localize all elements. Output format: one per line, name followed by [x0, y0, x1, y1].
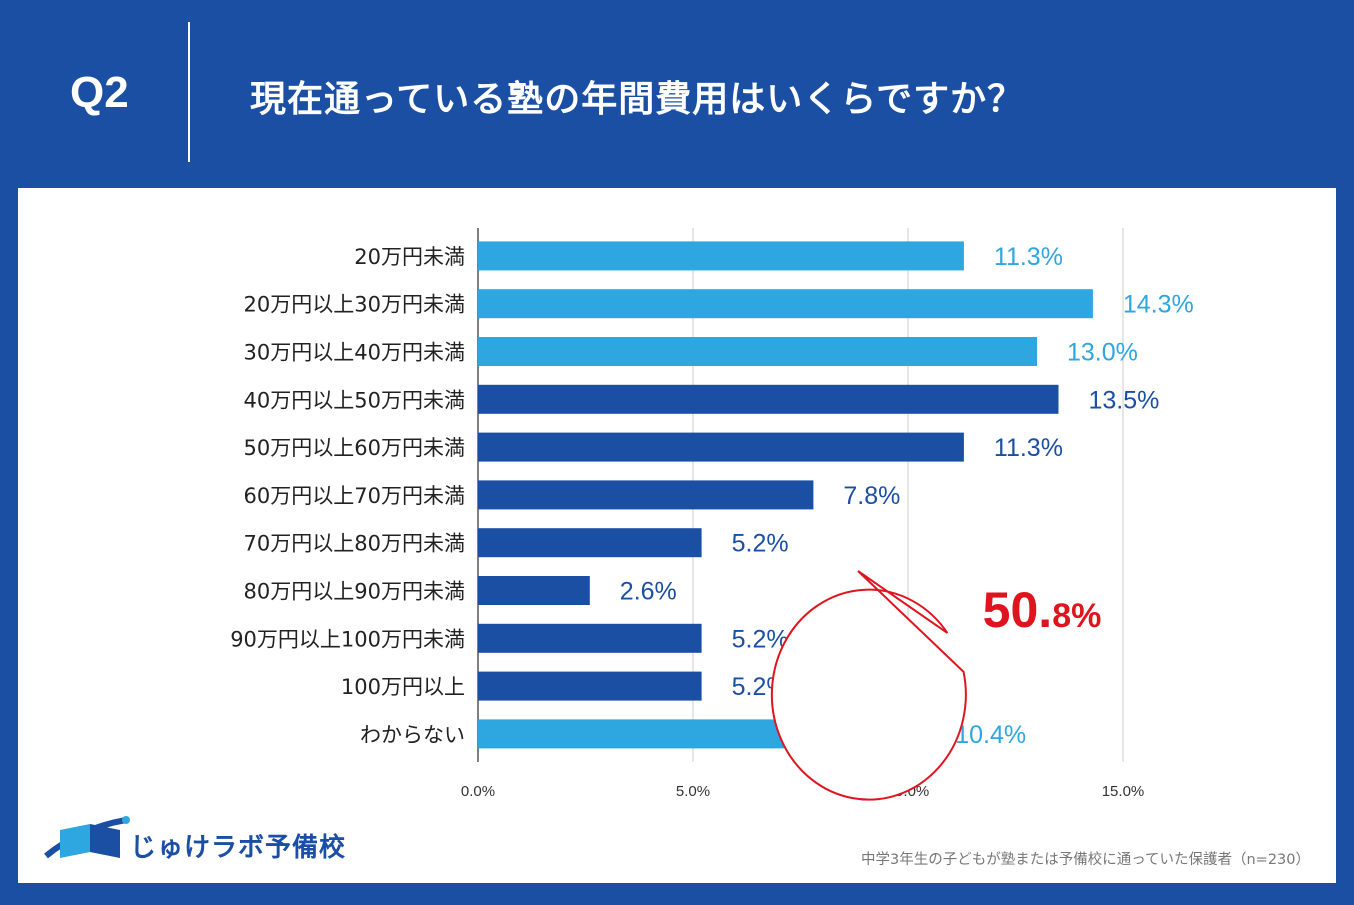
category-label: 20万円以上30万円未満 [244, 293, 465, 317]
category-label: 60万円以上70万円未満 [244, 484, 465, 508]
question-title: 現在通っている塾の年間費用はいくらですか？ [250, 79, 1025, 120]
value-label: 13.5% [1089, 386, 1160, 414]
sample-note: 中学3年生の子どもが塾または予備校に通っていた保護者（n=230） [860, 852, 1310, 868]
category-label: 80万円以上90万円未満 [244, 580, 465, 604]
x-axis-ticks: 0.0%5.0%10.0%15.0% [461, 783, 1144, 800]
bar [478, 576, 590, 605]
value-label: 5.2% [732, 625, 789, 653]
category-label: 90万円以上100万円未満 [230, 627, 465, 651]
x-tick-label: 0.0% [461, 783, 495, 800]
value-label: 11.3% [994, 243, 1063, 271]
category-label: 50万円以上60万円未満 [244, 436, 465, 460]
value-label: 7.8% [843, 482, 900, 510]
category-label: 20万円未満 [354, 245, 465, 269]
bar [478, 337, 1037, 366]
x-tick-label: 5.0% [676, 783, 710, 800]
bar [478, 528, 702, 558]
value-label: 13.0% [1067, 339, 1138, 367]
category-label: 100万円以上 [341, 675, 465, 699]
callout-shape [770, 570, 967, 801]
question-number: Q2 [70, 68, 129, 117]
bar [478, 671, 702, 701]
value-label: 14.3% [1123, 291, 1194, 319]
x-tick-label: 15.0% [1102, 783, 1145, 800]
bar [478, 432, 964, 462]
bars [478, 241, 1093, 749]
category-label: 30万円以上40万円未満 [244, 341, 465, 365]
category-labels: 20万円未満 20万円以上30万円未満 30万円以上40万円未満 40万円以上50万円… [230, 245, 465, 747]
value-labels: 11.3% 14.3% 13.0% 13.5% 11.3% 7.8% 5.2% 2.6% 5.2… [620, 243, 1194, 749]
bar [478, 384, 1059, 414]
bar [478, 480, 814, 510]
bar [478, 623, 702, 653]
callout-bubble: 50.8% [770, 570, 1102, 801]
logo-text: じゅけラボ予備校 [130, 833, 347, 863]
header-divider [188, 22, 190, 162]
callout-main: 50. [983, 582, 1053, 638]
value-label: 2.6% [620, 578, 677, 606]
callout-small: 8% [1052, 597, 1101, 635]
callout-value: 50.8% [983, 582, 1102, 638]
header: Q2 現在通っている塾の年間費用はいくらですか？ [0, 0, 1354, 188]
value-label: 10.4% [955, 721, 1026, 749]
category-label: 40万円以上50万円未満 [244, 388, 465, 412]
value-label: 5.2% [732, 530, 789, 558]
category-label: 70万円以上80万円未満 [244, 532, 465, 556]
book-logo-icon [44, 816, 130, 859]
bar [478, 241, 964, 271]
category-label: わからない [360, 723, 465, 747]
value-label: 11.3% [994, 434, 1063, 462]
bar [478, 289, 1093, 319]
